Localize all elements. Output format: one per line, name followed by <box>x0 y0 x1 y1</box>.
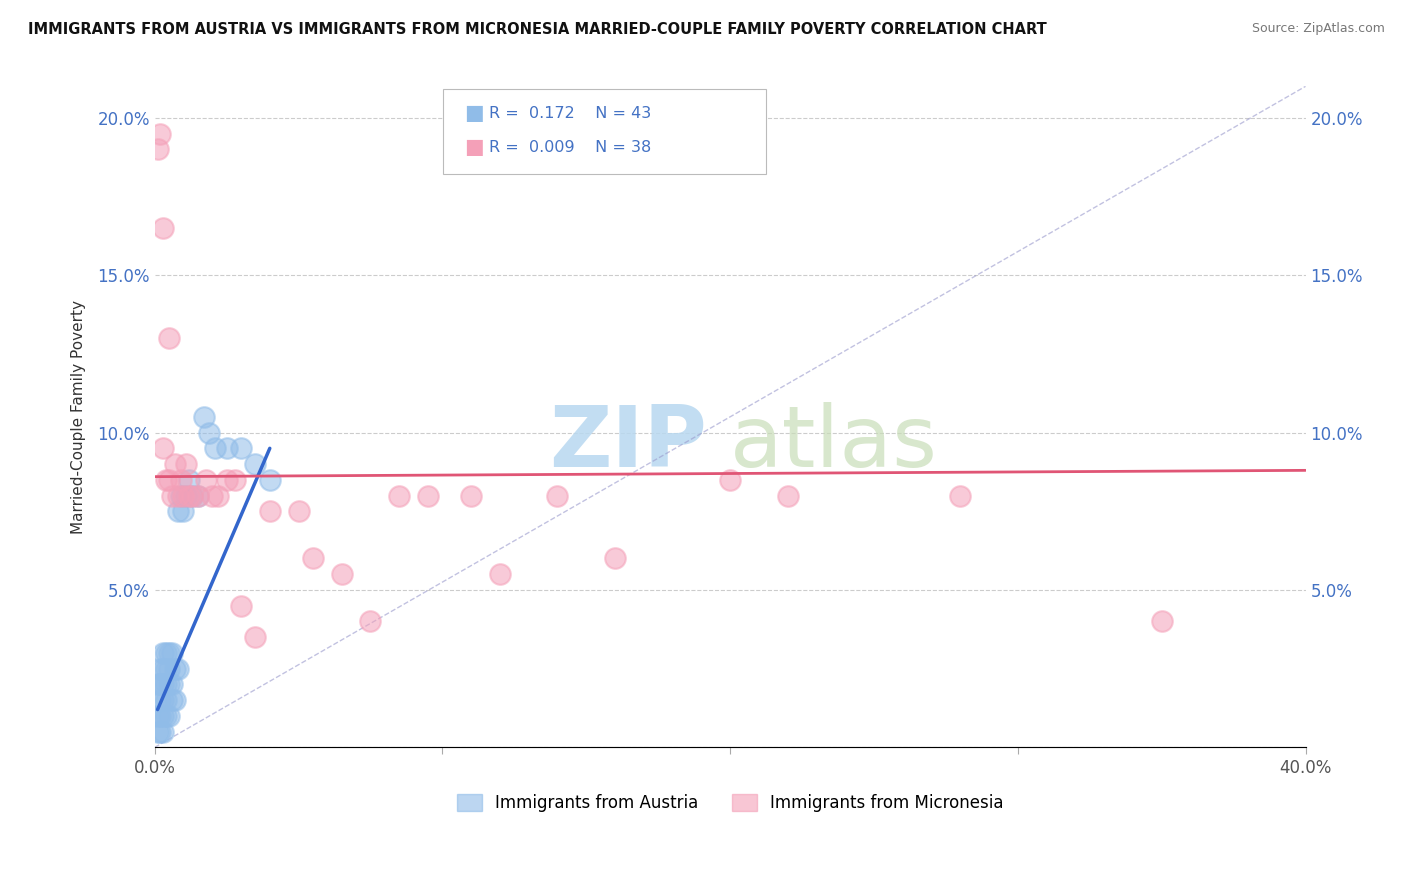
Point <box>149 724 172 739</box>
Point <box>172 504 194 518</box>
Point <box>155 709 177 723</box>
Text: atlas: atlas <box>730 401 938 484</box>
Point <box>360 615 382 629</box>
Point <box>603 551 626 566</box>
Point <box>181 489 204 503</box>
Point <box>155 473 177 487</box>
Point <box>152 724 174 739</box>
Point <box>152 677 174 691</box>
Point <box>157 662 180 676</box>
Text: ZIP: ZIP <box>550 401 707 484</box>
Point <box>160 677 183 691</box>
Point <box>157 473 180 487</box>
Legend: Immigrants from Austria, Immigrants from Micronesia: Immigrants from Austria, Immigrants from… <box>457 794 1004 812</box>
Text: R =  0.009    N = 38: R = 0.009 N = 38 <box>489 140 651 154</box>
Point <box>166 489 188 503</box>
Point <box>152 662 174 676</box>
Point <box>163 662 186 676</box>
Point <box>198 425 221 440</box>
Point <box>388 489 411 503</box>
Y-axis label: Married-Couple Family Poverty: Married-Couple Family Poverty <box>72 300 86 533</box>
Point <box>163 693 186 707</box>
Point <box>146 142 169 156</box>
Point <box>146 677 169 691</box>
Point <box>1150 615 1173 629</box>
Point <box>215 473 238 487</box>
Point <box>195 473 218 487</box>
Point <box>155 646 177 660</box>
Point <box>152 646 174 660</box>
Point <box>163 457 186 471</box>
Point <box>181 489 204 503</box>
Point <box>489 567 512 582</box>
Point <box>146 724 169 739</box>
Point <box>146 709 169 723</box>
Point <box>259 473 281 487</box>
Point <box>152 693 174 707</box>
Point <box>718 473 741 487</box>
Point <box>416 489 439 503</box>
Point <box>187 489 209 503</box>
Point <box>149 127 172 141</box>
Point <box>152 221 174 235</box>
Point <box>949 489 972 503</box>
Point <box>187 489 209 503</box>
Point <box>245 630 267 644</box>
Point <box>160 489 183 503</box>
Point <box>179 489 201 503</box>
Point <box>149 677 172 691</box>
Point <box>176 457 198 471</box>
Text: Source: ZipAtlas.com: Source: ZipAtlas.com <box>1251 22 1385 36</box>
Point <box>155 662 177 676</box>
Point <box>302 551 325 566</box>
Point <box>229 599 252 613</box>
Point <box>179 473 201 487</box>
Point <box>547 489 569 503</box>
Point <box>245 457 267 471</box>
Point <box>157 646 180 660</box>
Text: ■: ■ <box>464 103 484 123</box>
Point <box>207 489 229 503</box>
Point <box>152 442 174 456</box>
Point <box>259 504 281 518</box>
Point <box>193 409 215 424</box>
Point <box>160 646 183 660</box>
Point <box>149 709 172 723</box>
Text: ■: ■ <box>464 137 484 157</box>
Point <box>201 489 224 503</box>
Point <box>287 504 309 518</box>
Text: IMMIGRANTS FROM AUSTRIA VS IMMIGRANTS FROM MICRONESIA MARRIED-COUPLE FAMILY POVE: IMMIGRANTS FROM AUSTRIA VS IMMIGRANTS FR… <box>28 22 1047 37</box>
Point <box>149 662 172 676</box>
Point <box>157 677 180 691</box>
Text: R =  0.172    N = 43: R = 0.172 N = 43 <box>489 106 651 120</box>
Point <box>155 693 177 707</box>
Point <box>155 677 177 691</box>
Point <box>176 489 198 503</box>
Point <box>330 567 353 582</box>
Point <box>169 473 191 487</box>
Point <box>166 662 188 676</box>
Point <box>157 709 180 723</box>
Point <box>172 489 194 503</box>
Point <box>204 442 226 456</box>
Point <box>460 489 482 503</box>
Point <box>215 442 238 456</box>
Point <box>152 709 174 723</box>
Point <box>157 331 180 345</box>
Point <box>776 489 799 503</box>
Point <box>166 504 188 518</box>
Point <box>229 442 252 456</box>
Point <box>224 473 246 487</box>
Point <box>160 693 183 707</box>
Point <box>169 489 191 503</box>
Point <box>149 693 172 707</box>
